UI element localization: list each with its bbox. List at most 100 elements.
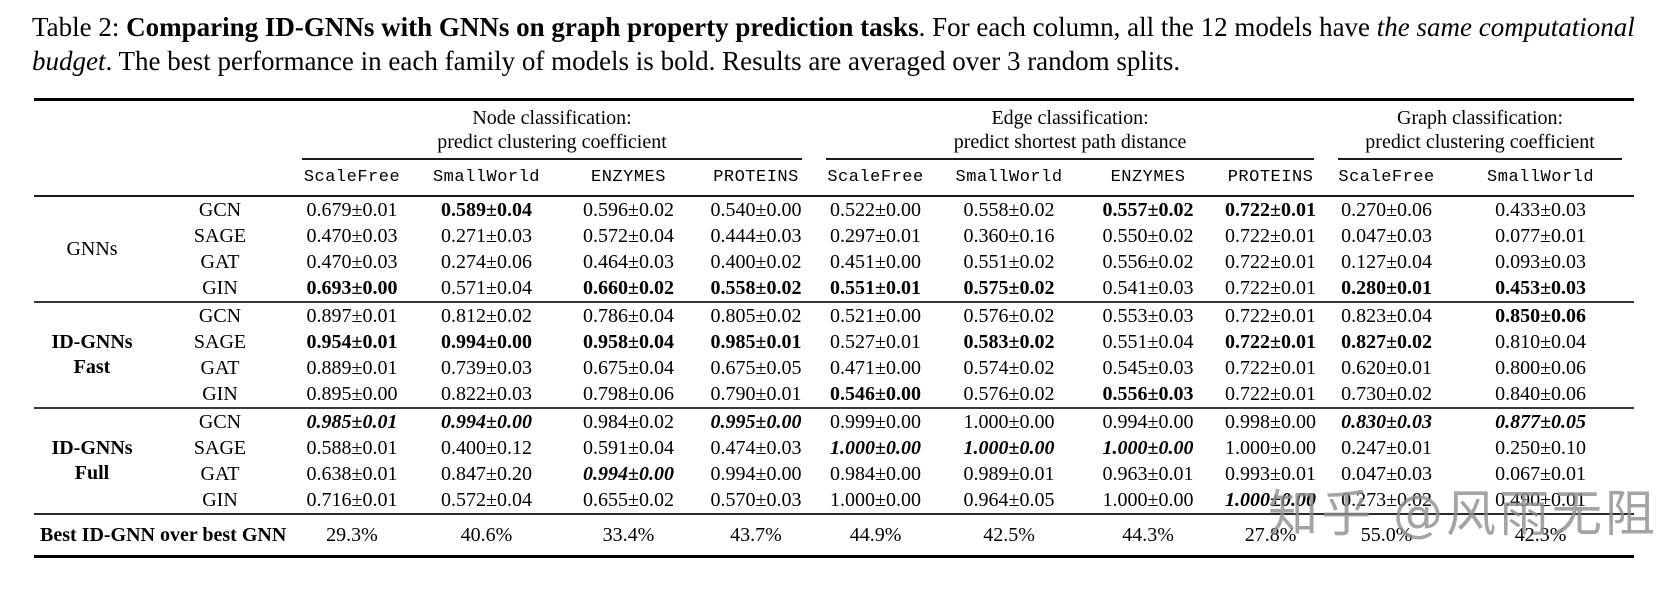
table-row: GAT 0.889±0.01 0.739±0.03 0.675±0.04 0.675±0… (34, 355, 1634, 381)
value-cell: 0.840±0.06 (1495, 383, 1587, 405)
value-cell: 0.067±0.01 (1495, 463, 1587, 485)
value-cell: 0.822±0.03 (441, 383, 532, 405)
value-cell: 0.964±0.05 (963, 489, 1055, 511)
value-cell: 0.570±0.03 (710, 489, 802, 511)
value-cell: 0.877±0.05 (1447, 407, 1635, 435)
value-cell: 0.280±0.01 (1341, 277, 1433, 299)
value-cell: 0.985±0.01 (710, 331, 802, 353)
value-cell: 0.433±0.03 (1495, 199, 1587, 221)
table-caption: Table 2: Comparing ID-GNNs with GNNs on … (32, 10, 1636, 78)
value-cell: 0.551±0.02 (963, 251, 1055, 273)
group-title-line1: Graph classification: (1397, 107, 1564, 129)
value-cell: 0.989±0.01 (963, 463, 1055, 485)
value-cell: 0.638±0.01 (306, 463, 398, 485)
value-cell: 0.679±0.01 (306, 199, 398, 221)
footer-value-cell: 55.0% (1326, 513, 1448, 557)
model-label: GAT (200, 357, 240, 379)
dataset-column-header: SmallWorld (414, 160, 559, 197)
value-cell: 1.000±0.00 (830, 437, 922, 459)
value-cell: 0.954±0.01 (306, 331, 398, 353)
table-row: GIN 0.716±0.01 0.572±0.04 0.655±0.02 0.570±0… (34, 487, 1634, 514)
value-cell: 0.847±0.20 (441, 463, 532, 485)
row-group-label-line: ID-GNNs (51, 437, 133, 459)
value-cell: 1.000±0.00 (1102, 437, 1194, 459)
table-row: ID-GNNs Fast GCN 0.897±0.01 0.812±0.02 0.786±… (34, 301, 1635, 408)
value-cell: 0.273±0.02 (1341, 489, 1433, 511)
value-cell: 0.545±0.03 (1102, 357, 1194, 379)
value-cell: 0.722±0.01 (1225, 383, 1317, 405)
value-cell: 0.521±0.00 (814, 301, 938, 329)
value-cell: 0.805±0.02 (698, 301, 815, 329)
value-cell: 0.093±0.03 (1495, 251, 1587, 273)
value-cell: 0.596±0.02 (583, 199, 674, 221)
table-head: Node classification: predict clustering c… (34, 100, 1635, 197)
value-cell: 0.984±0.02 (559, 407, 698, 435)
table-row: GAT 0.470±0.03 0.274±0.06 0.464±0.03 0.400±0… (34, 249, 1634, 275)
column-group-title: Graph classification: predict clustering … (1338, 106, 1623, 160)
value-cell: 0.576±0.02 (963, 383, 1055, 405)
column-group-title: Node classification: predict clustering c… (302, 106, 803, 160)
value-cell: 0.527±0.01 (830, 331, 922, 353)
value-cell: 0.823±0.04 (1326, 301, 1448, 329)
value-cell: 0.889±0.01 (306, 357, 398, 379)
value-cell: 0.812±0.02 (414, 301, 559, 329)
value-cell: 0.551±0.01 (830, 277, 922, 299)
value-cell: 0.550±0.02 (1102, 225, 1194, 247)
value-cell: 0.675±0.05 (710, 357, 802, 379)
value-cell: 0.993±0.01 (1225, 463, 1317, 485)
dataset-column-header: SmallWorld (937, 160, 1082, 197)
column-group-header: Node classification: predict clustering c… (290, 100, 814, 160)
value-cell: 0.850±0.06 (1447, 301, 1635, 329)
value-cell: 0.984±0.00 (830, 463, 922, 485)
value-cell: 1.000±0.00 (937, 407, 1082, 435)
value-cell: 0.722±0.01 (1215, 301, 1327, 329)
value-cell: 0.047±0.03 (1341, 463, 1433, 485)
value-cell: 0.994±0.00 (583, 463, 674, 485)
value-cell: 0.575±0.02 (963, 277, 1055, 299)
caption-prefix: Table 2: (32, 12, 127, 42)
model-label: SAGE (193, 225, 247, 247)
value-cell: 1.000±0.00 (1102, 489, 1194, 511)
value-cell: 0.998±0.00 (1215, 407, 1327, 435)
value-cell: 0.400±0.02 (710, 251, 802, 273)
value-cell: 0.810±0.04 (1495, 331, 1587, 353)
model-label: GIN (202, 277, 238, 299)
value-cell: 0.827±0.02 (1341, 331, 1433, 353)
value-cell: 1.000±0.00 (963, 437, 1055, 459)
footer-value-cell: 43.7% (698, 513, 815, 557)
value-cell: 0.655±0.02 (583, 489, 674, 511)
table-row: SAGE 0.470±0.03 0.271±0.03 0.572±0.04 0.444±… (34, 223, 1634, 249)
column-group-header: Graph classification: predict clustering … (1326, 100, 1634, 160)
model-label: GIN (202, 383, 238, 405)
value-cell: 0.556±0.02 (1102, 251, 1194, 273)
value-cell: 0.660±0.02 (583, 277, 674, 299)
value-cell: 0.958±0.04 (583, 331, 674, 353)
model-label: GAT (200, 251, 240, 273)
row-group-label: ID-GNNs Full (34, 407, 150, 514)
value-cell: 0.693±0.00 (306, 277, 398, 299)
value-cell: 0.576±0.02 (937, 301, 1082, 329)
value-cell: 0.572±0.04 (441, 489, 532, 511)
table-row: GIN 0.693±0.00 0.571±0.04 0.660±0.02 0.558±0… (34, 275, 1634, 302)
value-cell: 0.999±0.00 (814, 407, 938, 435)
value-cell: 0.490±0.01 (1495, 489, 1587, 511)
model-label: GCN (150, 301, 290, 329)
dataset-column-header: ScaleFree (814, 160, 938, 197)
value-cell: 0.722±0.01 (1225, 225, 1317, 247)
table-row: SAGE 0.588±0.01 0.400±0.12 0.591±0.04 0.474±… (34, 435, 1634, 461)
dataset-column-header: ENZYMES (559, 160, 698, 197)
group-header-row: Node classification: predict clustering c… (34, 100, 1634, 160)
dataset-column-header: PROTEINS (698, 160, 815, 197)
value-cell: 0.541±0.03 (1102, 277, 1194, 299)
dataset-column-header: ScaleFree (1326, 160, 1448, 197)
row-group-label: ID-GNNs Fast (34, 301, 150, 408)
table-row: SAGE 0.954±0.01 0.994±0.00 0.958±0.04 0.985±… (34, 329, 1634, 355)
model-label: GIN (202, 489, 238, 511)
value-cell: 0.453±0.03 (1495, 277, 1587, 299)
value-cell: 0.963±0.01 (1102, 463, 1194, 485)
table-row: GNNs GCN 0.679±0.01 0.589±0.04 0.596±0.02 0.5… (34, 196, 1634, 260)
dataset-column-header: ENZYMES (1081, 160, 1216, 197)
group-title-line2: predict clustering coefficient (437, 131, 667, 153)
value-cell: 0.047±0.03 (1341, 225, 1433, 247)
value-cell: 0.250±0.10 (1495, 437, 1587, 459)
